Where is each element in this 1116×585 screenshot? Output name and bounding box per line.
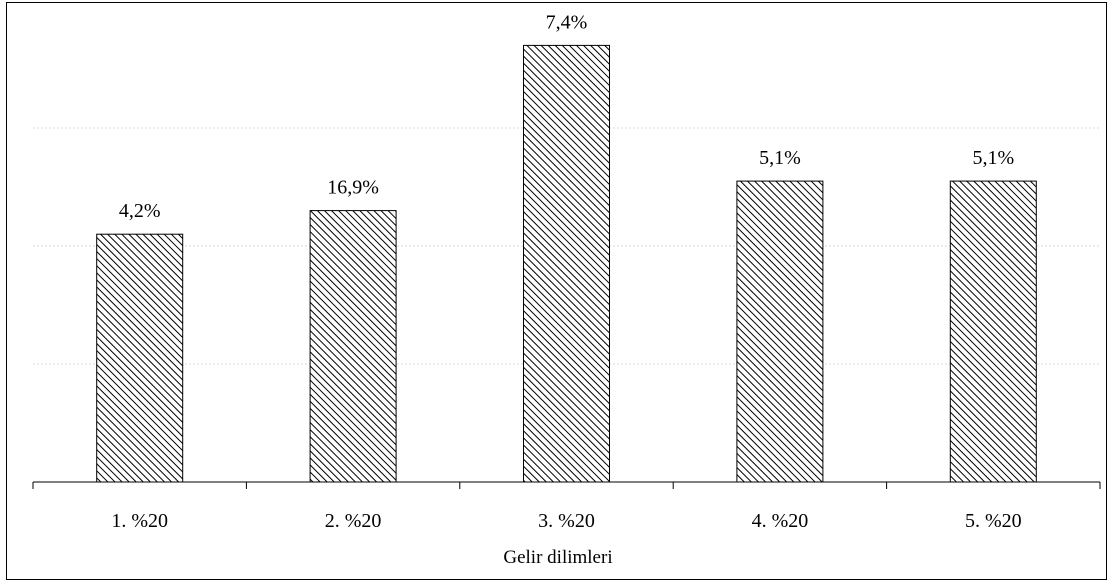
bar-4 [736, 180, 824, 483]
data-label-5: 5,1% [972, 147, 1014, 169]
bars [96, 44, 1037, 483]
data-label-3: 7,4% [546, 11, 588, 33]
data-label-4: 5,1% [759, 147, 801, 169]
labels: 4,2% 1. %20 16,9% 2. %20 7,4% 3. %20 5,1% 4. %2… [111, 11, 1021, 532]
x-tick-label-5: 5. %20 [965, 510, 1022, 532]
data-label-2: 16,9% [327, 177, 379, 199]
bar-5 [949, 180, 1037, 483]
bar-3 [523, 44, 610, 483]
x-tick-label-2: 2. %20 [325, 510, 382, 532]
x-tick-label-3: 3. %20 [538, 510, 595, 532]
data-label-1: 4,2% [119, 200, 161, 222]
x-axis-title: Gelir dilimleri [503, 547, 612, 568]
x-tick-label-1: 1. %20 [111, 510, 168, 532]
bar-2 [309, 210, 397, 483]
bar-1 [96, 233, 184, 483]
x-tick-label-4: 4. %20 [752, 510, 809, 532]
x-axis [32, 481, 1101, 489]
